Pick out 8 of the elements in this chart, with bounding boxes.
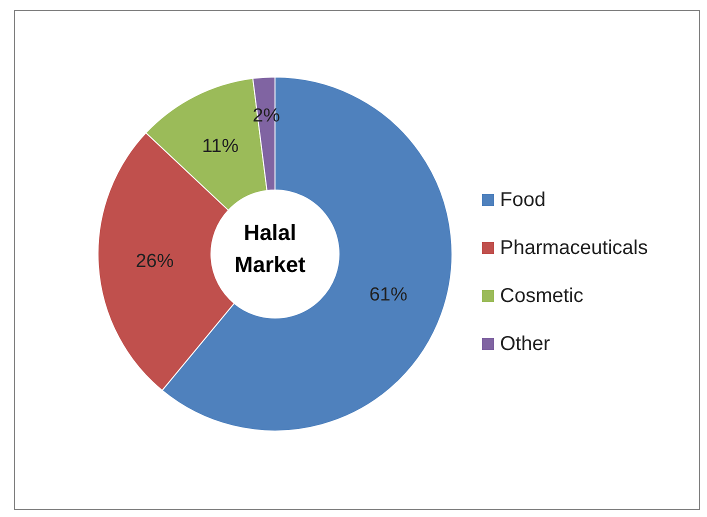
text: Halal Market (234, 219, 306, 279)
legend-label: Pharmaceuticals (500, 236, 648, 260)
legend-label: Food (500, 188, 546, 212)
legend-label: Other (500, 332, 550, 356)
legend-label: Cosmetic (500, 284, 584, 308)
data-label: 26% (136, 251, 174, 272)
data-label: 11% (202, 136, 239, 158)
data-label: 61% (369, 284, 408, 306)
